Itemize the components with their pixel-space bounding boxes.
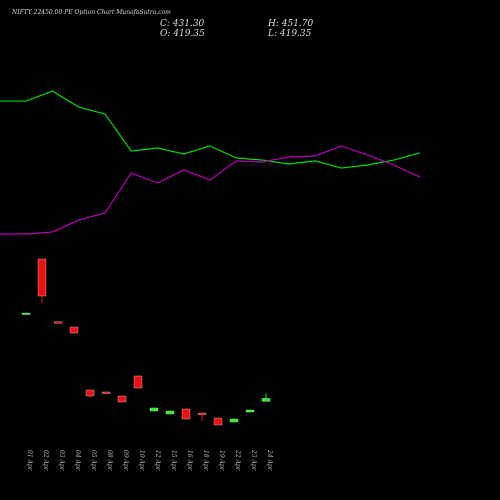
candle-body bbox=[117, 395, 127, 403]
x-tick-label: 08 Apr bbox=[106, 450, 113, 472]
x-tick-label: 24 Apr bbox=[266, 449, 273, 472]
candle-body bbox=[69, 326, 79, 334]
candle-body bbox=[197, 412, 207, 415]
x-tick-label: 15 Apr bbox=[170, 450, 177, 472]
x-tick-label: 16 Apr bbox=[186, 450, 193, 472]
close-label: C: 431.30 bbox=[160, 19, 205, 29]
x-tick-label: 05 Apr bbox=[90, 450, 97, 472]
x-tick-label: 04 Apr bbox=[74, 450, 81, 472]
candle-body bbox=[229, 418, 239, 423]
x-tick-label: 19 Apr bbox=[218, 450, 225, 472]
x-tick-label: 03 Apr bbox=[58, 450, 65, 472]
indicator-line bbox=[0, 145, 421, 235]
x-tick-label: 22 Apr bbox=[234, 449, 241, 472]
open-label: O: 419.35 bbox=[160, 29, 205, 39]
candle-body bbox=[213, 417, 223, 426]
x-tick-label: 18 Apr bbox=[202, 450, 209, 472]
candle-body bbox=[101, 391, 111, 394]
candle-body bbox=[149, 407, 159, 412]
candle-body bbox=[165, 410, 175, 415]
chart-title: NIFTY 22450.00 PE Option Chart MunafaSut… bbox=[11, 9, 171, 16]
candle-body bbox=[133, 375, 143, 389]
candle-body bbox=[261, 398, 271, 402]
candle-body bbox=[53, 321, 63, 324]
candle-body bbox=[37, 258, 47, 297]
x-tick-label: 12 Apr bbox=[154, 450, 161, 472]
x-tick-label: 02 Apr bbox=[42, 450, 49, 472]
high-label: H: 451.70 bbox=[267, 19, 314, 29]
candle-body bbox=[181, 408, 191, 420]
candle-body bbox=[85, 389, 95, 397]
candle-body bbox=[21, 312, 31, 315]
x-tick-label: 01 Apr bbox=[26, 450, 33, 472]
x-tick-label: 09 Apr bbox=[122, 450, 129, 472]
candle-body bbox=[245, 409, 255, 413]
low-label: L: 419.35 bbox=[267, 29, 312, 39]
indicator-line bbox=[0, 90, 421, 169]
x-tick-label: 10 Apr bbox=[138, 450, 145, 472]
x-tick-label: 23 Apr bbox=[250, 449, 257, 472]
